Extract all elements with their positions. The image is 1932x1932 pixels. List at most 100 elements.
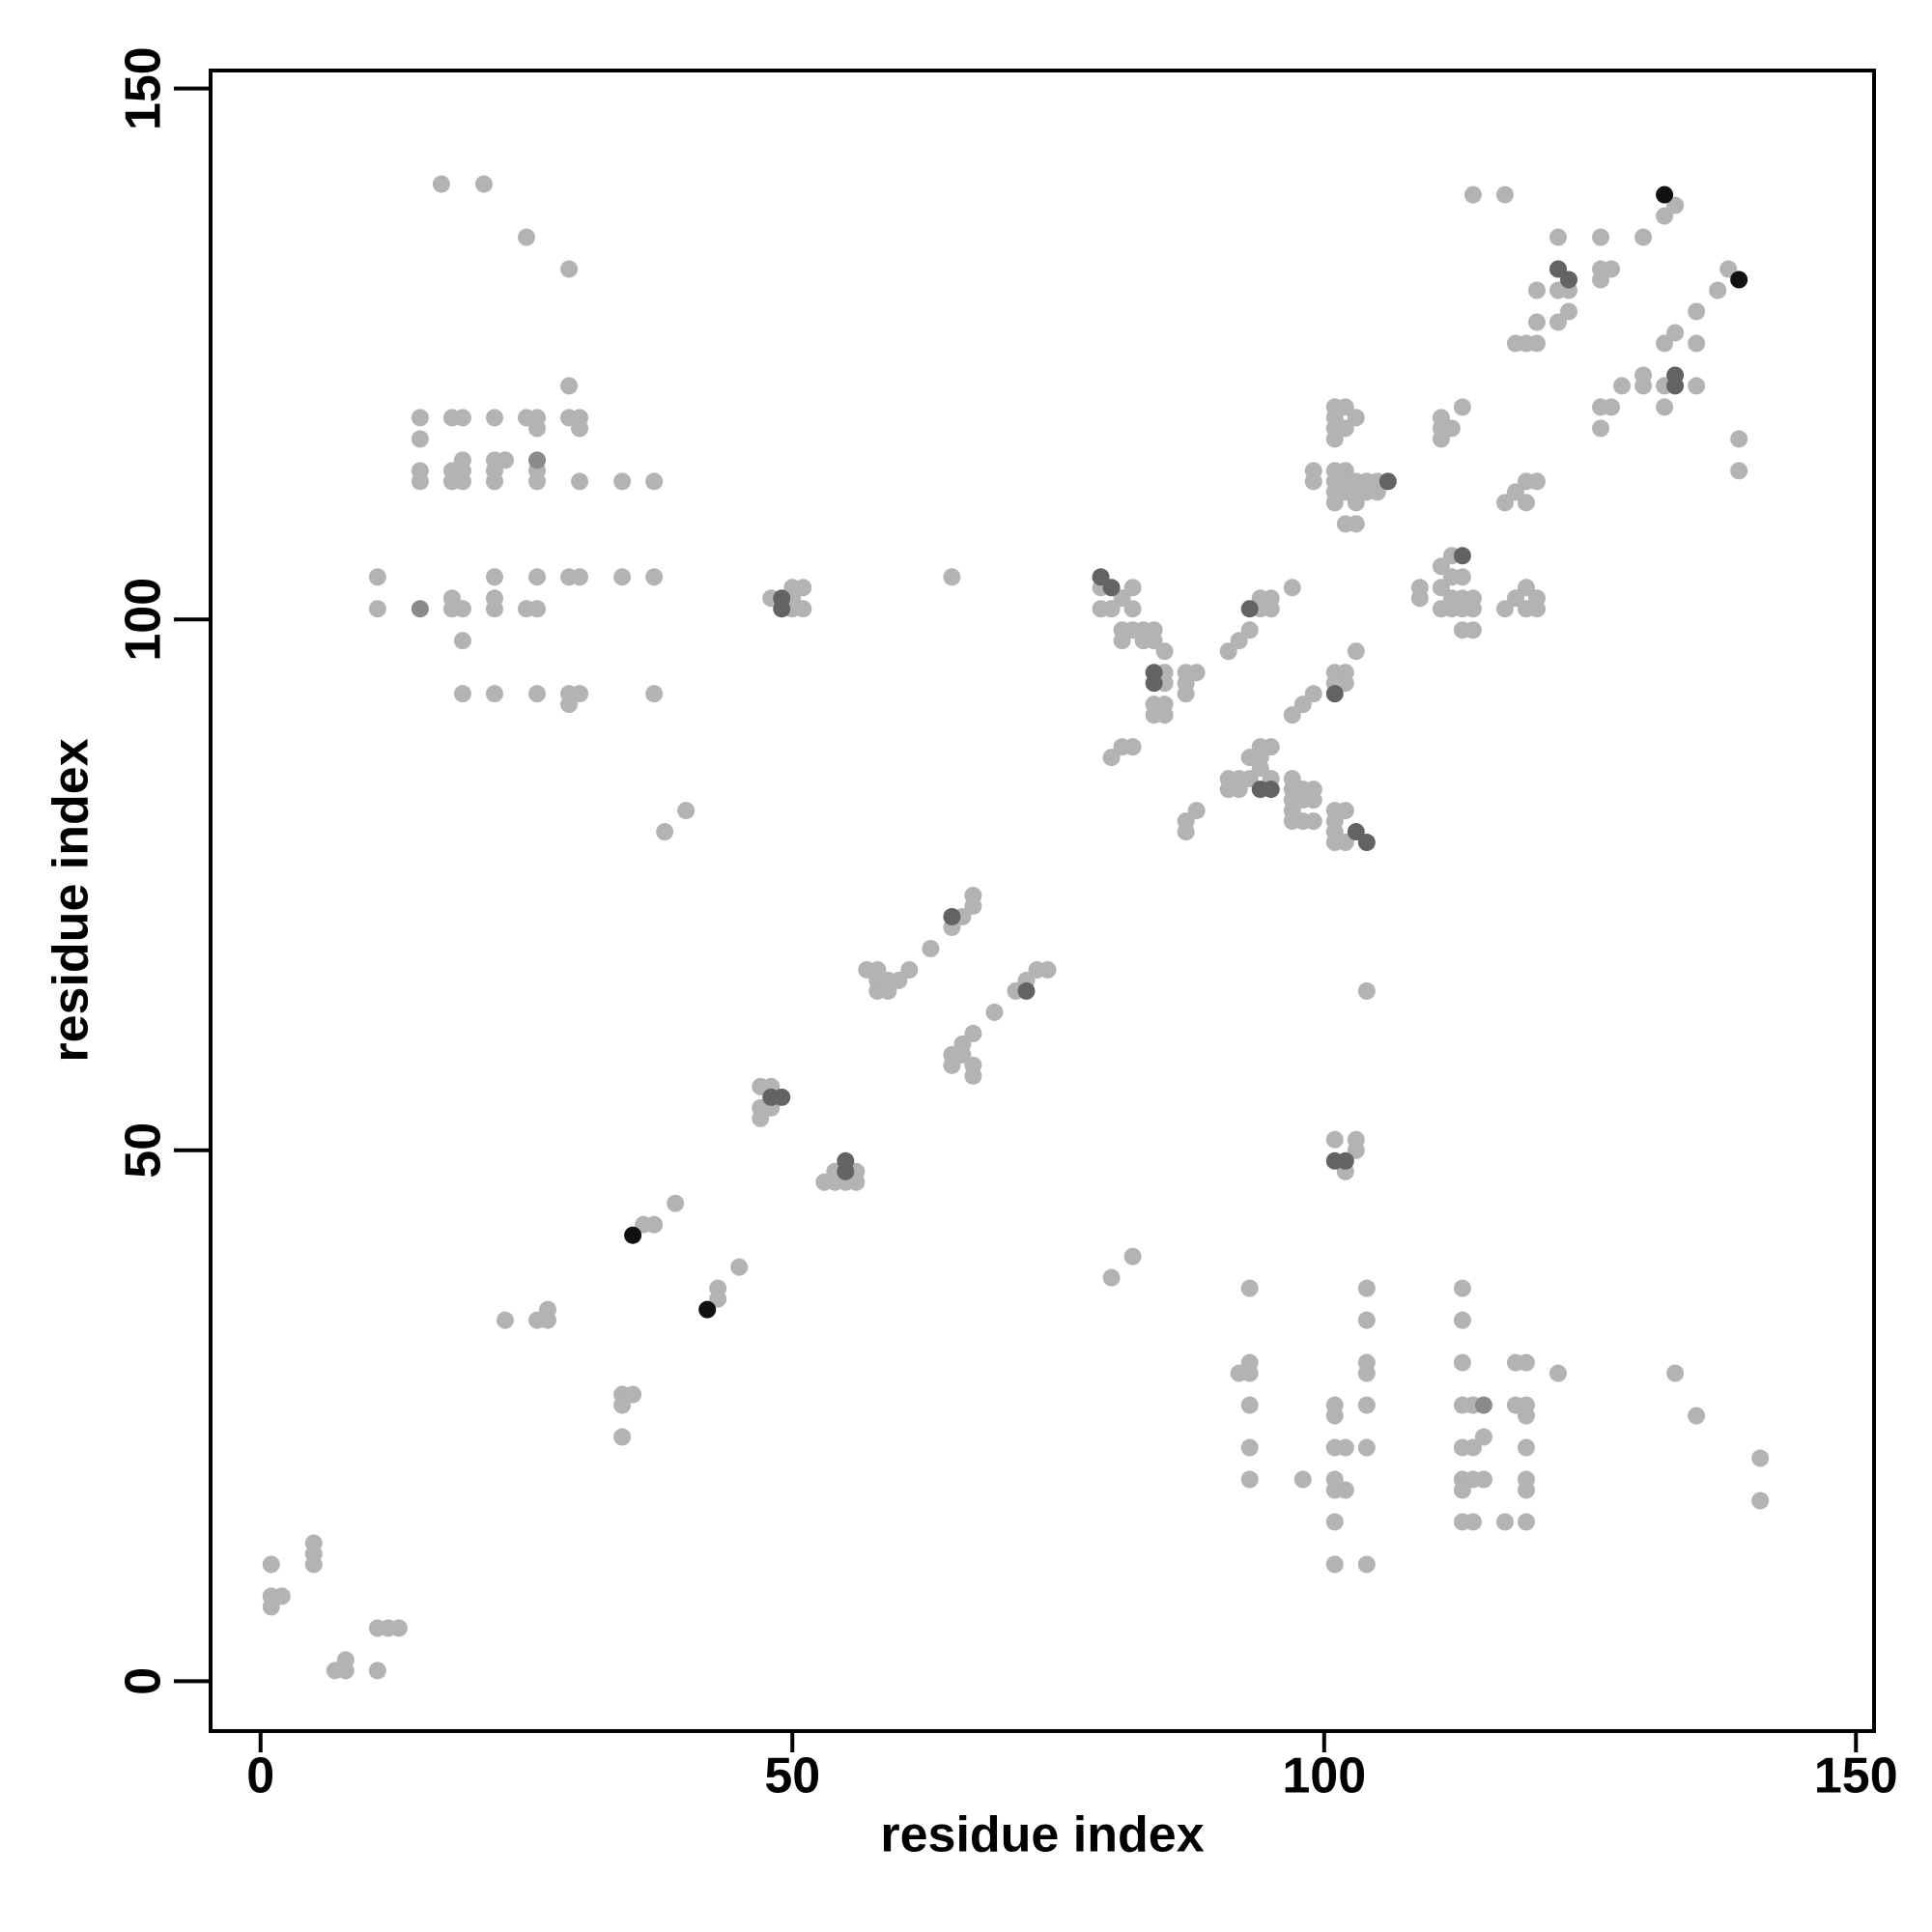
point — [1357, 1279, 1376, 1297]
point — [1123, 738, 1142, 756]
point — [985, 1003, 1004, 1021]
x-tick-label: 100 — [1282, 1748, 1366, 1804]
point — [1304, 812, 1322, 831]
point — [964, 1024, 982, 1042]
point — [613, 568, 632, 586]
point — [1102, 749, 1121, 767]
point — [1230, 781, 1248, 799]
point — [1240, 1438, 1259, 1457]
point — [1527, 313, 1546, 331]
point — [1506, 589, 1524, 608]
point — [964, 887, 982, 905]
point — [485, 600, 503, 618]
point — [1145, 696, 1163, 714]
point — [528, 685, 547, 703]
point — [496, 451, 514, 469]
point — [943, 568, 961, 586]
point — [571, 568, 589, 586]
point — [1017, 981, 1036, 1000]
point — [698, 1300, 717, 1319]
point — [900, 960, 919, 979]
point — [1325, 1555, 1344, 1574]
point — [1517, 579, 1535, 597]
point — [1517, 600, 1535, 618]
point — [560, 260, 579, 278]
point — [1656, 334, 1674, 353]
x-tick-label: 50 — [764, 1748, 820, 1804]
point — [1240, 1396, 1259, 1414]
point — [1432, 579, 1450, 597]
point — [1709, 281, 1727, 299]
point — [474, 175, 493, 193]
point — [1453, 1311, 1471, 1329]
point — [411, 409, 429, 427]
point — [1038, 960, 1057, 979]
point — [485, 568, 503, 586]
point — [1240, 1470, 1259, 1489]
point — [1592, 228, 1610, 246]
point — [794, 579, 812, 597]
point — [1453, 547, 1471, 565]
point — [485, 409, 503, 427]
point — [922, 939, 940, 957]
point — [1336, 398, 1354, 416]
point — [304, 1555, 323, 1574]
y-tick-label: 150 — [116, 46, 172, 130]
point — [1410, 589, 1429, 608]
point — [613, 1428, 632, 1446]
point — [528, 600, 547, 618]
point — [1453, 1353, 1471, 1372]
point — [1347, 494, 1365, 512]
point — [1293, 1470, 1312, 1489]
point — [1230, 632, 1248, 650]
point — [1592, 419, 1610, 438]
point — [1560, 270, 1578, 289]
point — [1548, 260, 1567, 278]
point — [752, 1109, 770, 1127]
point — [624, 1385, 642, 1404]
point — [656, 823, 674, 841]
point — [1378, 472, 1397, 491]
point — [560, 696, 579, 714]
point — [1113, 589, 1131, 608]
point — [485, 685, 503, 703]
point — [1357, 1438, 1376, 1457]
point — [1432, 419, 1450, 438]
point — [1347, 515, 1365, 533]
point — [571, 685, 589, 703]
point — [1527, 281, 1546, 299]
point — [1262, 738, 1280, 756]
point — [1517, 1438, 1535, 1457]
point — [368, 1662, 386, 1680]
point — [528, 472, 547, 491]
point — [1304, 685, 1322, 703]
y-tick-label: 50 — [116, 1122, 172, 1179]
point — [571, 419, 589, 438]
point — [645, 1215, 664, 1234]
point — [1102, 579, 1121, 597]
point — [1666, 1364, 1685, 1382]
point — [837, 1162, 855, 1180]
point — [1336, 419, 1354, 438]
point — [943, 1056, 961, 1074]
point — [1453, 568, 1471, 586]
point — [453, 409, 471, 427]
point — [1495, 1513, 1514, 1531]
point — [453, 472, 471, 491]
point — [1613, 377, 1632, 395]
point — [1666, 196, 1685, 214]
point — [1336, 1438, 1354, 1457]
point — [411, 472, 429, 491]
point — [794, 600, 812, 618]
point — [1656, 185, 1674, 204]
point — [1560, 302, 1578, 321]
point — [1688, 302, 1706, 321]
point — [1102, 1268, 1121, 1287]
point — [1325, 494, 1344, 512]
x-axis-label: residue index — [880, 1807, 1204, 1863]
point — [1123, 600, 1142, 618]
point — [528, 451, 547, 469]
point — [528, 419, 547, 438]
point — [411, 430, 429, 448]
point — [453, 632, 471, 650]
